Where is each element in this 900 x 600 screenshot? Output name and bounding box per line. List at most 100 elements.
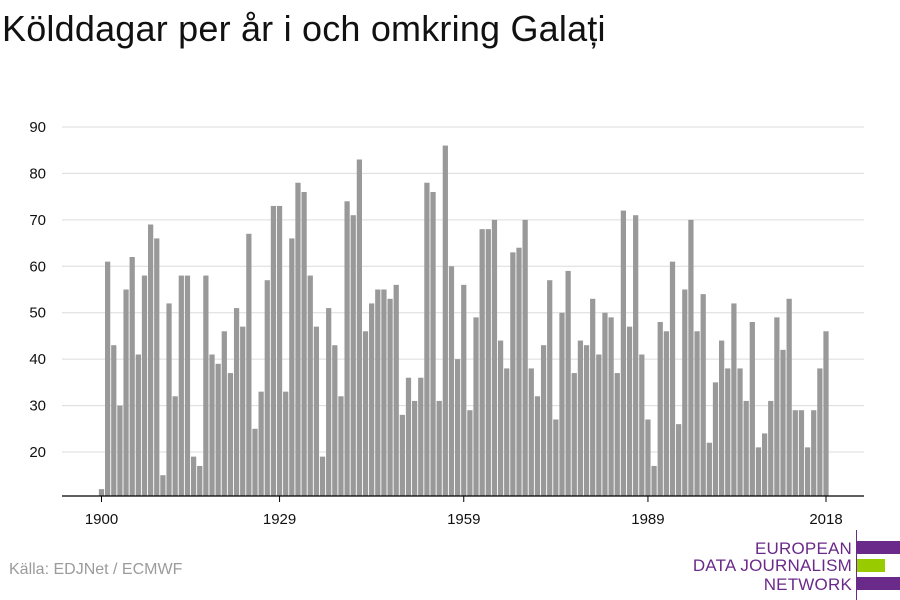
- bar-1978: [577, 340, 584, 496]
- bar-1903: [117, 405, 123, 496]
- bar-2006: [749, 322, 755, 496]
- bar-2010: [774, 317, 780, 496]
- bar-1990: [651, 465, 657, 496]
- bar-1928: [270, 205, 277, 496]
- bar-1945: [375, 289, 381, 496]
- bar-2005: [743, 400, 749, 496]
- bar-1937: [326, 308, 332, 496]
- bar-1968: [516, 247, 522, 496]
- bar-1997: [694, 331, 700, 496]
- bar-1954: [430, 192, 436, 496]
- bar-1955: [436, 400, 442, 496]
- bar-1900: [98, 489, 105, 496]
- bar-1948: [393, 284, 399, 496]
- logo-line-2: DATA JOURNALISM: [692, 556, 852, 575]
- bar-2015: [804, 447, 811, 496]
- bar-1952: [418, 377, 424, 496]
- bar-1999: [706, 442, 712, 496]
- bar-1956: [442, 145, 448, 497]
- bar-1996: [688, 219, 694, 496]
- bar-1925: [252, 428, 258, 496]
- bar-1985: [620, 210, 627, 497]
- bar-1942: [356, 159, 362, 496]
- bar-1969: [522, 219, 528, 496]
- bar-1964: [491, 219, 498, 496]
- bar-1917: [203, 275, 209, 496]
- bar-2016: [811, 410, 817, 496]
- bar-1934: [307, 275, 313, 496]
- bar-1923: [240, 326, 246, 496]
- bar-1982: [602, 312, 608, 496]
- bar-2001: [719, 340, 725, 496]
- bar-1933: [301, 192, 307, 496]
- y-tick-label: 50: [29, 305, 46, 322]
- bar-1940: [344, 201, 350, 497]
- bar-1962: [479, 229, 485, 496]
- bar-1949: [399, 414, 405, 496]
- bar-1947: [387, 298, 393, 496]
- logo-bar-bottom: [857, 577, 900, 590]
- bar-1961: [473, 317, 479, 496]
- bar-1938: [332, 345, 338, 496]
- bar-1967: [510, 252, 516, 496]
- bar-1904: [123, 289, 129, 496]
- bar-1965: [497, 340, 504, 496]
- bar-1907: [141, 275, 148, 496]
- logo-bar-top: [857, 541, 900, 554]
- bar-2017: [817, 368, 823, 496]
- bar-1931: [289, 238, 295, 496]
- y-tick-label: 40: [29, 351, 46, 368]
- bar-1910: [160, 475, 166, 496]
- bar-1984: [614, 373, 620, 496]
- bar-2013: [792, 410, 798, 496]
- bar-2004: [737, 368, 743, 496]
- bar-1902: [111, 345, 117, 496]
- x-tick-label: 1989: [631, 511, 664, 528]
- bar-1959: [461, 284, 467, 496]
- bar-1906: [135, 354, 141, 496]
- bar-1941: [350, 215, 356, 496]
- bar-1979: [583, 345, 590, 496]
- y-axis-labels: 20 30 40 50 60 70 80 90: [29, 119, 46, 461]
- edjnet-logo[interactable]: EUROPEAN DATA JOURNALISM NETWORK: [693, 530, 900, 600]
- bar-1986: [626, 326, 633, 496]
- bar-1946: [381, 289, 387, 496]
- y-tick-label: 60: [29, 258, 46, 275]
- bar-1988: [639, 354, 645, 496]
- bar-2000: [712, 382, 719, 496]
- bar-1980: [590, 298, 596, 496]
- bar-1913: [178, 275, 184, 496]
- bar-1998: [700, 294, 706, 496]
- logo-bar-middle: [857, 559, 885, 572]
- bar-1960: [467, 410, 473, 496]
- bar-1972: [540, 345, 547, 496]
- bar-2012: [786, 298, 792, 496]
- bar-1971: [534, 396, 541, 496]
- y-tick-label: 90: [29, 119, 46, 136]
- y-tick-label: 30: [29, 398, 46, 415]
- bar-1908: [147, 224, 154, 496]
- bar-1919: [215, 363, 221, 496]
- logo-line-1: EUROPEAN: [754, 539, 852, 558]
- bar-2009: [768, 400, 774, 496]
- x-tick-label: 1959: [447, 511, 480, 528]
- x-axis: 1900 1929 1959 1989 2018: [62, 495, 864, 528]
- bar-1989: [645, 419, 651, 496]
- bar-2007: [755, 447, 762, 496]
- y-tick-label: 20: [29, 444, 46, 461]
- bar-1966: [504, 368, 510, 496]
- bar-1914: [184, 275, 191, 496]
- bar-1920: [221, 331, 227, 496]
- bar-1915: [190, 456, 197, 496]
- bar-1905: [129, 257, 135, 496]
- bar-1987: [633, 215, 639, 496]
- bars: [98, 145, 829, 497]
- bar-1975: [559, 312, 565, 496]
- bar-1983: [608, 317, 614, 496]
- bar-1932: [295, 182, 301, 496]
- bar-1922: [233, 308, 240, 496]
- x-tick-label: 1900: [85, 511, 118, 528]
- bar-1911: [166, 303, 172, 496]
- bar-1916: [197, 465, 203, 496]
